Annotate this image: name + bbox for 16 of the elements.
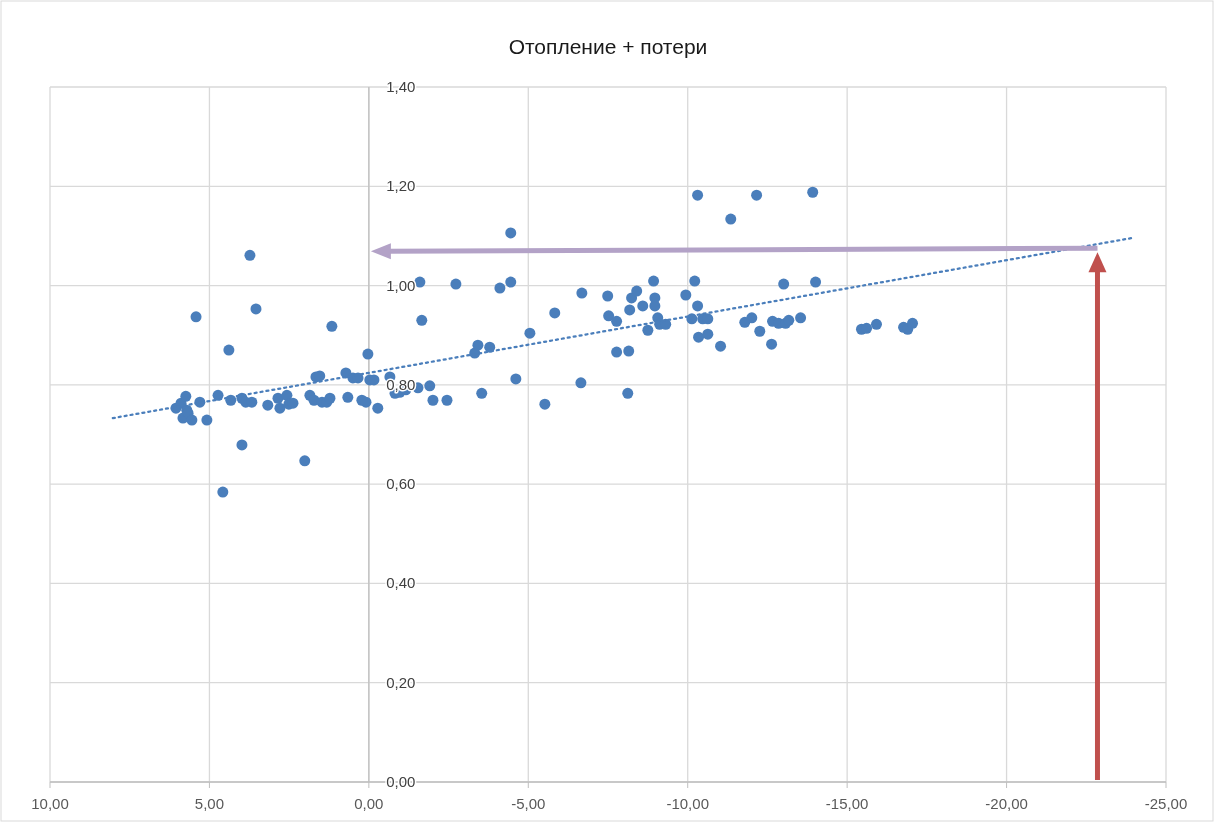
x-tick-label: -20,00 bbox=[985, 795, 1028, 812]
x-tick-label: 10,00 bbox=[31, 795, 69, 812]
y-tick-label: 0,00 bbox=[386, 773, 416, 790]
x-tick-label: -15,00 bbox=[825, 795, 869, 812]
y-tick-label: 0,60 bbox=[386, 475, 416, 493]
y-tick-label: 1,20 bbox=[386, 177, 416, 195]
chart-title: Отопление + потери bbox=[508, 35, 708, 58]
y-tick-label: 0,20 bbox=[386, 673, 416, 691]
y-tick-label: 1,00 bbox=[386, 276, 416, 294]
x-tick-label: -5,00 bbox=[511, 795, 546, 812]
y-tick-label: 1,40 bbox=[386, 78, 416, 95]
x-tick-label: -25,00 bbox=[1144, 795, 1188, 812]
x-tick-label: -10,00 bbox=[666, 795, 709, 812]
x-tick-label: 5,00 bbox=[194, 795, 225, 812]
x-tick-label: 0,00 bbox=[354, 795, 384, 812]
y-tick-label: 0,40 bbox=[386, 574, 416, 592]
